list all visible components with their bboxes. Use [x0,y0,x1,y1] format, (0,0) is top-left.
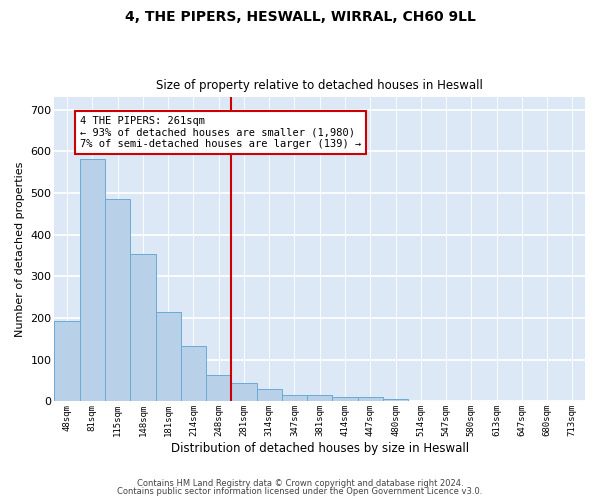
Bar [130,254,155,402]
Bar [257,389,282,402]
Bar [80,159,105,402]
X-axis label: Distribution of detached houses by size in Heswall: Distribution of detached houses by size … [170,442,469,455]
Bar [181,346,206,402]
Bar [358,398,383,402]
Text: 4, THE PIPERS, HESWALL, WIRRAL, CH60 9LL: 4, THE PIPERS, HESWALL, WIRRAL, CH60 9LL [125,10,475,24]
Bar [155,312,181,402]
Bar [383,398,408,402]
Text: Contains public sector information licensed under the Open Government Licence v3: Contains public sector information licen… [118,487,482,496]
Bar [55,322,80,402]
Bar [105,200,130,402]
Title: Size of property relative to detached houses in Heswall: Size of property relative to detached ho… [156,79,483,92]
Bar [206,375,232,402]
Bar [232,383,257,402]
Text: Contains HM Land Registry data © Crown copyright and database right 2024.: Contains HM Land Registry data © Crown c… [137,478,463,488]
Bar [307,395,332,402]
Y-axis label: Number of detached properties: Number of detached properties [15,162,25,337]
Text: 4 THE PIPERS: 261sqm
← 93% of detached houses are smaller (1,980)
7% of semi-det: 4 THE PIPERS: 261sqm ← 93% of detached h… [80,116,361,150]
Bar [332,398,358,402]
Bar [282,395,307,402]
